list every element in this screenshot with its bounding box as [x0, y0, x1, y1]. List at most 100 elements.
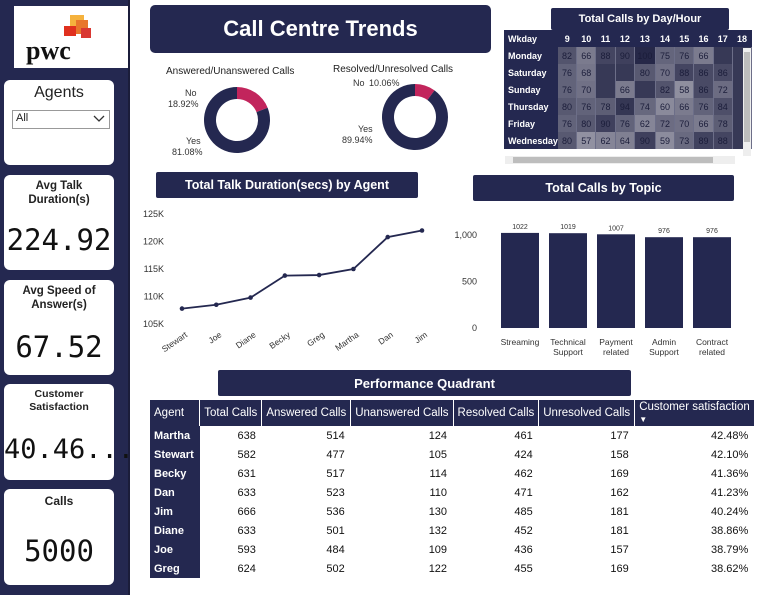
- column-header[interactable]: Unresolved Calls: [538, 400, 636, 426]
- data-point: [419, 228, 425, 233]
- x-tick-label: Admin: [652, 337, 676, 347]
- column-header[interactable]: Unanswered Calls: [350, 400, 454, 426]
- table-cell: 633: [237, 486, 256, 499]
- column-header[interactable]: Resolved Calls: [453, 400, 540, 426]
- table-row[interactable]: Jim 666 536 130 485 181 40.24%: [150, 502, 754, 521]
- logo-card: pwc: [14, 6, 128, 68]
- table-row[interactable]: Stewart 582 477 105 424 158 42.10%: [150, 445, 754, 464]
- heatmap-row: Sunday 76 70 66 82 58 86 72: [504, 81, 752, 98]
- table-cell: 666: [237, 505, 256, 518]
- x-tick-label: Dan: [376, 329, 395, 346]
- heatmap-cell: 80: [576, 115, 597, 132]
- table-cell: 38.86%: [710, 524, 749, 537]
- heatmap-cell: 89: [693, 132, 714, 149]
- column-header[interactable]: Answered Calls: [261, 400, 352, 426]
- performance-header-row: Agent Total Calls Answered Calls Unanswered…: [150, 400, 755, 426]
- heatmap-row: Thursday 80 76 78 94 74 60 66 76 84: [504, 98, 752, 115]
- table-cell: 523: [326, 486, 345, 499]
- chevron-down-icon: [93, 115, 105, 122]
- line-chart-panel: 105K 110K 115K 120K 125K Stewart Joe Diane Becky…: [138, 200, 441, 364]
- kpi-value: 40.46...: [4, 434, 135, 465]
- agents-dropdown[interactable]: All: [12, 110, 110, 129]
- heatmap-cell: [634, 81, 656, 98]
- data-point: [351, 266, 356, 272]
- donut-label-no: No: [353, 78, 365, 88]
- table-cell: 157: [610, 543, 629, 556]
- table-cell: 105: [428, 448, 448, 461]
- kpi-customer-satisfaction: Customer Satisfaction 40.46...: [4, 384, 135, 480]
- table-row[interactable]: Diane 633 501 132 452 181 38.86%: [150, 521, 754, 540]
- scrollbar-thumb[interactable]: [513, 157, 713, 163]
- heatmap-cell: 86: [713, 64, 733, 81]
- x-tick-label: Joe: [206, 329, 223, 345]
- heatmap-cell: 58: [674, 81, 695, 98]
- heatmap-cell: 57: [576, 132, 597, 149]
- table-cell: 455: [514, 562, 533, 575]
- heatmap-cell: [595, 81, 616, 98]
- data-label: 976: [658, 228, 670, 235]
- table-cell: 462: [514, 467, 533, 480]
- heatmap-cell: 90: [595, 115, 616, 132]
- heatmap-scrollbar-vertical[interactable]: [743, 48, 751, 156]
- heatmap-row: Saturday 76 68 80 70 88 86 86: [504, 64, 752, 81]
- column-header[interactable]: Customer satisfaction ▼: [634, 400, 755, 426]
- scrollbar-thumb[interactable]: [744, 52, 750, 142]
- heatmap-table: Wkday 9 10 11 12 13 14 15 16 17 18 Monday 82 66 88 90 1…: [504, 30, 752, 149]
- heatmap-cell: 88: [713, 132, 733, 149]
- bar-chart-panel: 0 500 1,000 1022 Streaming 1019 Technical Suppo…: [452, 203, 754, 365]
- x-tick-label: Becky: [267, 329, 292, 351]
- x-tick-label: Support: [649, 347, 679, 357]
- heatmap-cell: 66: [615, 81, 635, 98]
- heatmap-hour-header: 14: [655, 30, 675, 47]
- kpi-label: Avg Talk Duration(s): [28, 180, 90, 206]
- heatmap-cell: 80: [557, 132, 578, 149]
- table-cell: 624: [237, 562, 256, 575]
- data-point: [282, 273, 288, 278]
- heatmap-cell: 76: [674, 47, 695, 64]
- table-cell: 638: [237, 429, 256, 442]
- heatmap-hour-header: 18: [732, 30, 752, 47]
- heatmap-cell: 84: [713, 98, 733, 115]
- table-row[interactable]: Joe 593 484 109 436 157 38.79%: [150, 540, 754, 559]
- heatmap-day-label: Thursday: [504, 98, 558, 115]
- donut-title: Answered/Unanswered Calls: [166, 66, 295, 77]
- column-header[interactable]: Agent: [150, 400, 201, 426]
- table-cell: 436: [514, 543, 533, 556]
- data-label: 1019: [560, 224, 576, 231]
- agent-name-cell: Martha: [150, 426, 200, 445]
- x-tick-label: Support: [553, 347, 583, 357]
- column-header[interactable]: Total Calls: [199, 400, 263, 426]
- heatmap-scrollbar-horizontal[interactable]: [505, 156, 735, 164]
- bar: [549, 233, 587, 328]
- table-row[interactable]: Martha 638 514 124 461 177 42.48%: [150, 426, 754, 445]
- heatmap-cell: 62: [634, 115, 656, 132]
- table-cell: 536: [326, 505, 345, 518]
- heatmap-cell: 78: [713, 115, 733, 132]
- table-cell: 132: [428, 524, 448, 537]
- y-tick-label: 105K: [143, 319, 164, 329]
- table-row[interactable]: Becky 631 517 114 462 169 41.36%: [150, 464, 754, 483]
- heatmap-cell: 86: [693, 81, 714, 98]
- heatmap-cell: 60: [655, 98, 676, 115]
- agent-name-cell: Stewart: [150, 445, 200, 464]
- heatmap-body: Monday 82 66 88 90 100 75 76 66 Saturday 76 68 80 70 8…: [504, 47, 752, 149]
- donut-pct-no: 18.92%: [168, 99, 199, 109]
- table-cell: 114: [429, 467, 448, 480]
- table-row[interactable]: Dan 633 523 110 471 162 41.23%: [150, 483, 754, 502]
- sort-descending-icon[interactable]: ▼: [639, 414, 648, 424]
- x-tick-label: Martha: [333, 329, 361, 353]
- table-cell: 38.79%: [710, 543, 749, 556]
- table-cell: 502: [326, 562, 345, 575]
- data-point: [316, 272, 322, 278]
- bar: [693, 237, 731, 328]
- table-cell: 122: [428, 562, 448, 575]
- series-line: [181, 229, 423, 310]
- donut-chart-answered: [204, 87, 270, 153]
- heatmap-cell: 88: [674, 64, 695, 81]
- performance-table: Agent Total Calls Answered Calls Unanswered…: [150, 400, 755, 578]
- table-row[interactable]: Greg 624 502 122 455 169 38.62%: [150, 559, 754, 578]
- logo-text: pwc: [26, 36, 71, 65]
- y-tick-label: 115K: [144, 264, 164, 274]
- heatmap-cell: 90: [634, 132, 656, 149]
- table-cell: 130: [428, 505, 448, 518]
